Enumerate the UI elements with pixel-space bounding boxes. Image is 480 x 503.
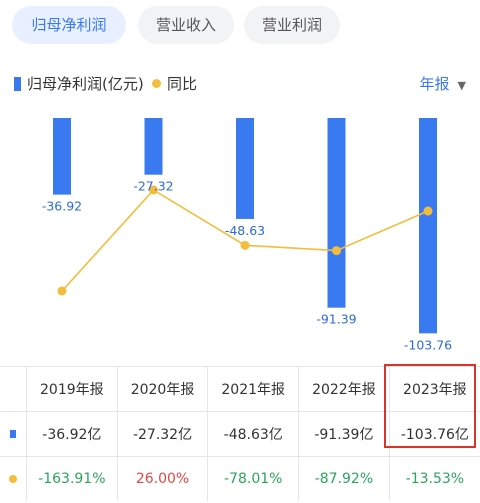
table-row-years: 2019年报 2020年报 2021年报 2022年报 2023年报 [0, 366, 480, 412]
bar-2022年报 [327, 118, 346, 308]
tab-revenue[interactable]: 营业收入 [138, 6, 234, 44]
table-yoy-cell: -13.53% [388, 456, 480, 501]
profit-chart: -36.92 -27.32 -48.63 -91.39 -103.76 [42, 118, 452, 350]
yoy-point-2020年报 [149, 185, 158, 195]
bar-value-label: -27.32 [133, 179, 173, 194]
legend-line-item: 同比 [152, 72, 197, 96]
dot-swatch-icon [152, 79, 161, 88]
table-value-cell: -48.63亿 [207, 411, 299, 457]
table-row-values: -36.92亿 -27.32亿 -48.63亿 -91.39亿 -103.76亿 [0, 411, 480, 457]
dot-marker-icon [9, 475, 17, 483]
bar-value-label: -36.92 [42, 199, 82, 214]
legend-bar-item: 归母净利润(亿元) [14, 72, 144, 96]
table-yoy-cell: -163.91% [26, 456, 118, 501]
table-value-cell: -91.39亿 [298, 411, 390, 457]
caret-down-icon: ▼ [457, 79, 466, 92]
table-year-cell: 2022年报 [298, 366, 390, 412]
period-selector[interactable]: 年报 ▼ [420, 72, 466, 96]
table-value-cell: -103.76亿 [388, 411, 480, 457]
table-row-icon [0, 411, 27, 457]
period-label: 年报 [419, 75, 450, 93]
tab-operating-profit[interactable]: 营业利润 [244, 6, 340, 44]
table-value-cell: -36.92亿 [26, 411, 118, 457]
table-row-yoy: -163.91% 26.00% -78.01% -87.92% -13.53% [0, 456, 480, 501]
bar-value-label: -48.63 [225, 223, 265, 238]
table-row-icon [0, 456, 27, 501]
metric-tabs: 归母净利润 营业收入 营业利润 [0, 6, 480, 44]
bar-swatch-icon [14, 77, 21, 91]
bar-2019年报 [53, 118, 71, 195]
bar-marker-icon [10, 430, 16, 438]
table-year-cell: 2020年报 [116, 366, 208, 412]
table-year-cell: 2023年报 [388, 366, 480, 412]
table-year-cell: 2021年报 [207, 366, 299, 412]
table-corner [0, 366, 27, 412]
bar-2023年报 [419, 118, 437, 334]
bar-value-label: -103.76 [404, 337, 452, 350]
yoy-point-2021年报 [240, 240, 250, 250]
bar-2021年报 [236, 118, 254, 219]
legend-row: 归母净利润(亿元) 同比 年报 ▼ [0, 72, 480, 96]
yoy-point-2023年报 [423, 206, 433, 216]
table-yoy-cell: 26.00% [116, 456, 208, 501]
yoy-point-2022年报 [332, 246, 341, 256]
table-year-cell: 2019年报 [26, 366, 118, 412]
tab-net-profit[interactable]: 归母净利润 [12, 6, 126, 44]
bar-2020年报 [144, 118, 163, 175]
data-table: 2019年报 2020年报 2021年报 2022年报 2023年报 -36.9… [0, 366, 480, 501]
yoy-point-2019年报 [57, 286, 67, 296]
table-yoy-cell: -87.92% [298, 456, 390, 501]
table-yoy-cell: -78.01% [207, 456, 299, 501]
bar-value-label: -91.39 [316, 312, 356, 327]
table-value-cell: -27.32亿 [116, 411, 208, 457]
legend-bar-label: 归母净利润(亿元) [27, 75, 144, 93]
legend-line-label: 同比 [167, 75, 198, 93]
